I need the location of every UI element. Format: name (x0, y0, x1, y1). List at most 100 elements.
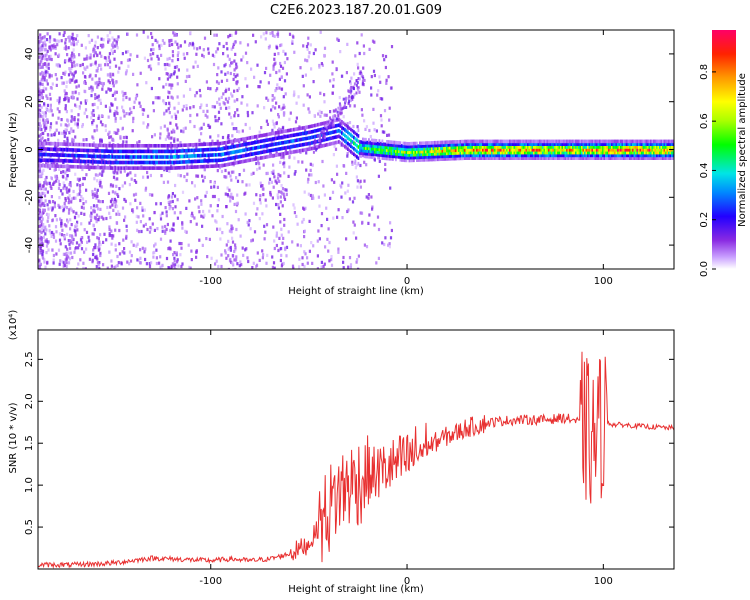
heatmap-cell (38, 95, 41, 99)
heatmap-cell (47, 213, 50, 217)
heatmap-cell (417, 152, 420, 157)
heatmap-cell (438, 151, 441, 156)
heatmap-cell (563, 156, 565, 160)
heatmap-cell (297, 138, 300, 142)
heatmap-cell (483, 139, 486, 144)
heatmap-cell (72, 40, 75, 44)
heatmap-cell (40, 39, 43, 43)
heatmap-cell (173, 106, 176, 110)
heatmap-cell (407, 142, 409, 146)
heatmap-cell (159, 202, 162, 206)
heatmap-cell (255, 212, 258, 216)
heatmap-cell (206, 115, 209, 119)
heatmap-cell (440, 151, 442, 156)
heatmap-cell (597, 150, 600, 155)
heatmap-cell (126, 155, 129, 159)
heatmap-cell (210, 147, 213, 152)
heatmap-cell (41, 70, 44, 75)
heatmap-cell (84, 99, 87, 103)
heatmap-cell (99, 149, 102, 153)
heatmap-cell (277, 172, 280, 177)
heatmap-cell (395, 154, 397, 159)
heatmap-cell (223, 64, 226, 68)
heatmap-cell (195, 154, 198, 158)
heatmap-cell (150, 57, 153, 61)
heatmap-cell (497, 156, 499, 160)
heatmap-cell (447, 154, 450, 158)
heatmap-cell (105, 160, 108, 165)
heatmap-cell (122, 144, 124, 148)
heatmap-cell (281, 141, 283, 145)
heatmap-cell (39, 114, 42, 118)
heatmap-cell (444, 140, 447, 145)
heatmap-cell (80, 236, 83, 240)
heatmap-cell (189, 120, 192, 124)
heatmap-cell (494, 153, 496, 158)
heatmap-cell (60, 164, 63, 169)
heatmap-cell (61, 174, 64, 178)
heatmap-cell (227, 162, 229, 167)
heatmap-cell (104, 160, 106, 164)
heatmap-cell (494, 148, 496, 152)
heatmap-cell (401, 152, 403, 157)
heatmap-cell (279, 174, 282, 178)
heatmap-cell (359, 179, 362, 183)
heatmap-cell (285, 134, 288, 139)
heatmap-cell (519, 139, 522, 144)
heatmap-cell (200, 199, 203, 203)
heatmap-cell (134, 173, 137, 177)
heatmap-cell (498, 142, 501, 146)
heatmap-cell (531, 145, 534, 149)
heatmap-cell (156, 155, 159, 159)
heatmap-cell (205, 103, 208, 107)
heatmap-cell (381, 145, 384, 149)
heatmap-cell (410, 141, 412, 146)
heatmap-cell (431, 155, 433, 159)
heatmap-cell (482, 145, 484, 149)
heatmap-cell (552, 148, 555, 152)
heatmap-cell (385, 81, 388, 85)
heatmap-cell (473, 145, 475, 149)
heatmap-cell (326, 237, 329, 241)
heatmap-cell (312, 51, 315, 56)
heatmap-cell (249, 227, 252, 231)
heatmap-cell (206, 147, 208, 152)
heatmap-cell (518, 145, 520, 149)
heatmap-cell (227, 153, 230, 158)
heatmap-cell (139, 104, 142, 108)
heatmap-cell (462, 142, 465, 147)
heatmap-cell (65, 80, 68, 84)
heatmap-cell (600, 148, 603, 152)
heatmap-cell (256, 104, 259, 108)
heatmap-cell (40, 240, 44, 244)
heatmap-cell (57, 203, 60, 207)
heatmap-cell (500, 142, 502, 146)
heatmap-cell (66, 218, 69, 222)
heatmap-cell (296, 127, 298, 131)
heatmap-cell (216, 147, 219, 151)
heatmap-cell (356, 155, 358, 159)
heatmap-cell (515, 145, 517, 149)
heatmap-cell (596, 145, 598, 149)
heatmap-cell (204, 148, 207, 152)
heatmap-cell (236, 138, 238, 143)
heatmap-cell (540, 148, 543, 152)
heatmap-cell (63, 134, 66, 139)
heatmap-cell (117, 35, 120, 39)
heatmap-cell (516, 142, 519, 146)
heatmap-cell (311, 194, 314, 198)
heatmap-cell (279, 195, 282, 199)
heatmap-cell (40, 36, 43, 40)
heatmap-cell (513, 150, 516, 155)
heatmap-cell (108, 130, 111, 134)
heatmap-cell (198, 88, 201, 93)
heatmap-cell (141, 112, 145, 116)
heatmap-cell (246, 220, 249, 224)
heatmap-cell (114, 177, 117, 181)
heatmap-cell (275, 70, 278, 75)
heatmap-cell (165, 210, 168, 214)
heatmap-cell (50, 153, 52, 157)
heatmap-cell (51, 230, 54, 235)
heatmap-cell (306, 256, 309, 260)
